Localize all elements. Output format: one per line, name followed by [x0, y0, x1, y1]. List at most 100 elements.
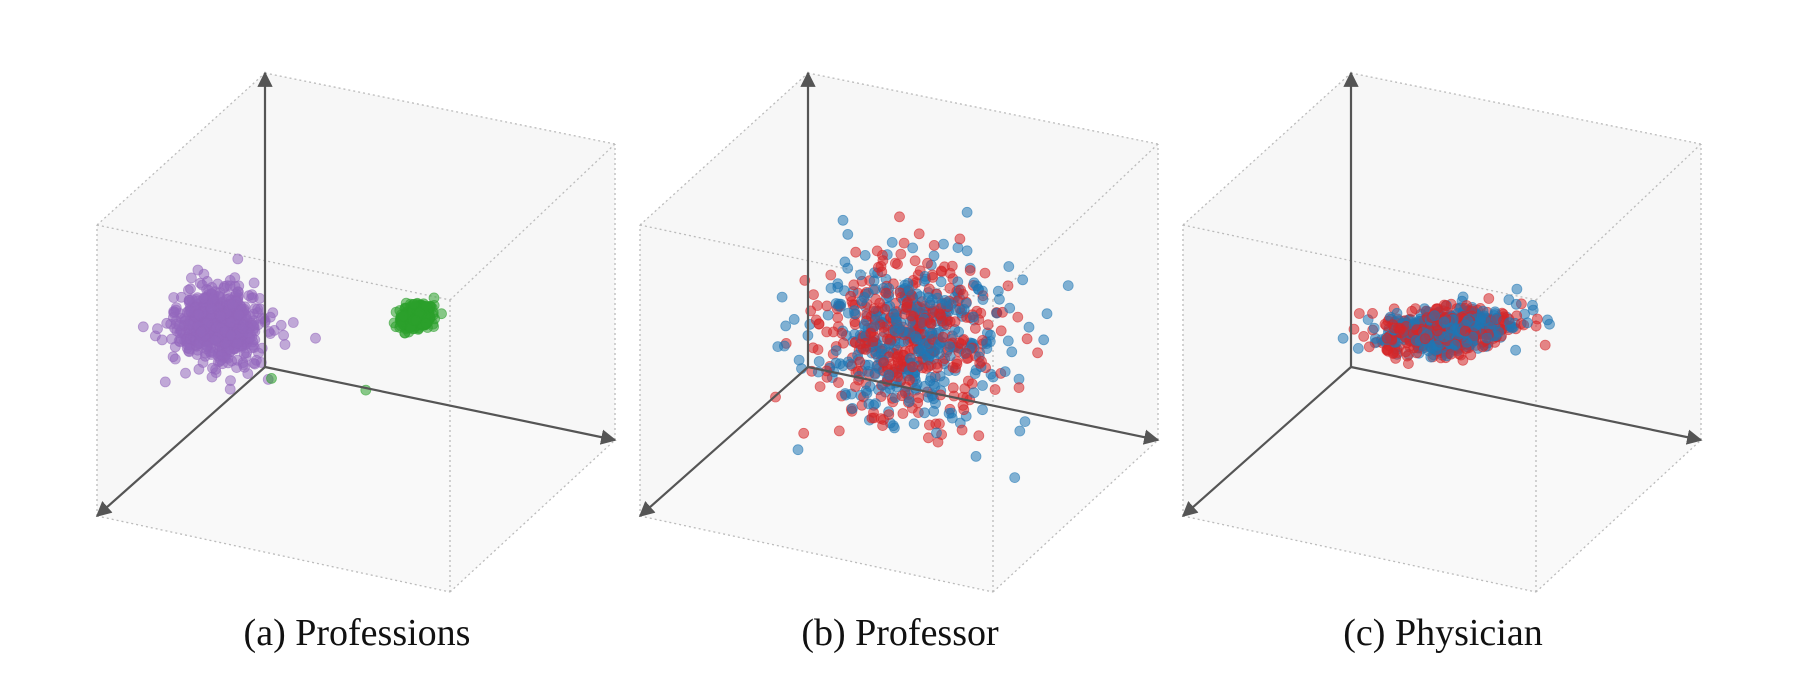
scatter-point [1449, 339, 1461, 351]
scatter-point [215, 310, 227, 322]
scatter-point [156, 334, 168, 346]
scatter-point [180, 367, 191, 379]
scatter-point [232, 286, 244, 298]
scatter-point [835, 301, 847, 312]
scatter-point [1381, 332, 1393, 344]
scatter-point [1510, 298, 1522, 310]
scatter-point [808, 289, 819, 301]
scatter-point [241, 347, 253, 359]
scatter-points [770, 206, 1074, 484]
pane-face [640, 73, 808, 516]
scatter-point [1038, 334, 1050, 346]
scatter-point [1367, 307, 1378, 319]
scatter-point [989, 384, 1001, 395]
caption-physician: (c) Physician [1343, 612, 1543, 654]
scatter-point [1363, 341, 1375, 353]
scatter-point [811, 300, 823, 311]
scatter-point [1023, 321, 1035, 333]
scatter-point [933, 348, 945, 360]
scatter-point [185, 283, 196, 295]
scatter-point [842, 228, 854, 240]
scatter-point [246, 292, 258, 304]
scatter-point [842, 262, 854, 274]
scatter-point [878, 357, 890, 369]
scatter-point [420, 300, 432, 312]
scatter-point [954, 233, 966, 245]
scatter-point [195, 326, 207, 338]
scatter-point [856, 295, 868, 307]
scatter-point [1009, 472, 1021, 484]
scatter-point [931, 362, 943, 374]
scatter-point [981, 338, 993, 350]
scatter-point [964, 265, 976, 276]
box-edge [639, 515, 994, 593]
scatter-point [968, 387, 980, 399]
scatter-point [1461, 300, 1473, 311]
scatter-point [1004, 302, 1016, 314]
scatter-point [264, 328, 276, 340]
scatter-point [992, 285, 1004, 297]
box-edge [992, 439, 1159, 593]
pane-face [1183, 73, 1351, 516]
scatter-point [287, 317, 299, 328]
scatter-point [937, 331, 949, 343]
scatter-point [970, 450, 982, 462]
scatter-point [957, 288, 969, 300]
scatter-point [969, 322, 981, 334]
scatter-point [205, 303, 217, 315]
pane-face [97, 367, 615, 592]
scatter-point [1380, 320, 1392, 332]
scatter-point [1017, 274, 1029, 286]
scatter-point [932, 436, 944, 448]
scatter-point [952, 242, 964, 254]
scatter-point [897, 408, 909, 419]
scatter-point [397, 310, 409, 322]
scatter-point [922, 257, 933, 269]
scatter-point [168, 292, 180, 303]
scatter-point [922, 432, 934, 444]
box-edge [449, 439, 616, 593]
scatter-point [237, 322, 249, 334]
scatter-point [1353, 308, 1365, 319]
scatter-point [969, 368, 981, 380]
scatter-point [876, 266, 888, 278]
scatter-point [1021, 333, 1033, 345]
scatter-point [814, 381, 826, 393]
scatter-point [798, 427, 810, 439]
scatter-point [152, 323, 163, 335]
panel-physician [1181, 71, 1703, 593]
scatter-point [173, 320, 185, 332]
scatter-point [1477, 341, 1489, 353]
scatter-point [193, 363, 205, 375]
scatter-point [902, 296, 913, 308]
scatter-point [181, 342, 193, 354]
scatter-point [1511, 283, 1523, 295]
scatter-point [167, 351, 179, 363]
box-edge [1182, 515, 1537, 593]
scatter-point [420, 317, 432, 329]
scatter-point [849, 308, 861, 320]
scatter-point [193, 308, 205, 320]
scatter-point [1003, 261, 1015, 272]
scatter-point [833, 425, 845, 437]
scatter-point [955, 338, 967, 350]
scatter-point [917, 362, 929, 374]
scatter-point [1411, 324, 1423, 336]
scatter-point [958, 404, 970, 416]
scatter-point [1461, 336, 1473, 348]
scatter-point [278, 329, 290, 341]
scatter-point [266, 372, 277, 384]
x-axis-arrow [264, 365, 617, 445]
scatter-point [249, 358, 261, 370]
scatter-point [903, 396, 915, 407]
scatter-point [1527, 299, 1538, 311]
scatter-point [982, 319, 994, 331]
box-edge [1535, 439, 1702, 593]
y-axis-arrow [638, 366, 809, 518]
box-edge [96, 224, 451, 301]
scatter-point [410, 314, 422, 326]
scatter-point [231, 362, 243, 374]
scatter-point [967, 311, 979, 323]
x-axis-arrow [807, 365, 1160, 445]
scatter-point [807, 342, 819, 354]
